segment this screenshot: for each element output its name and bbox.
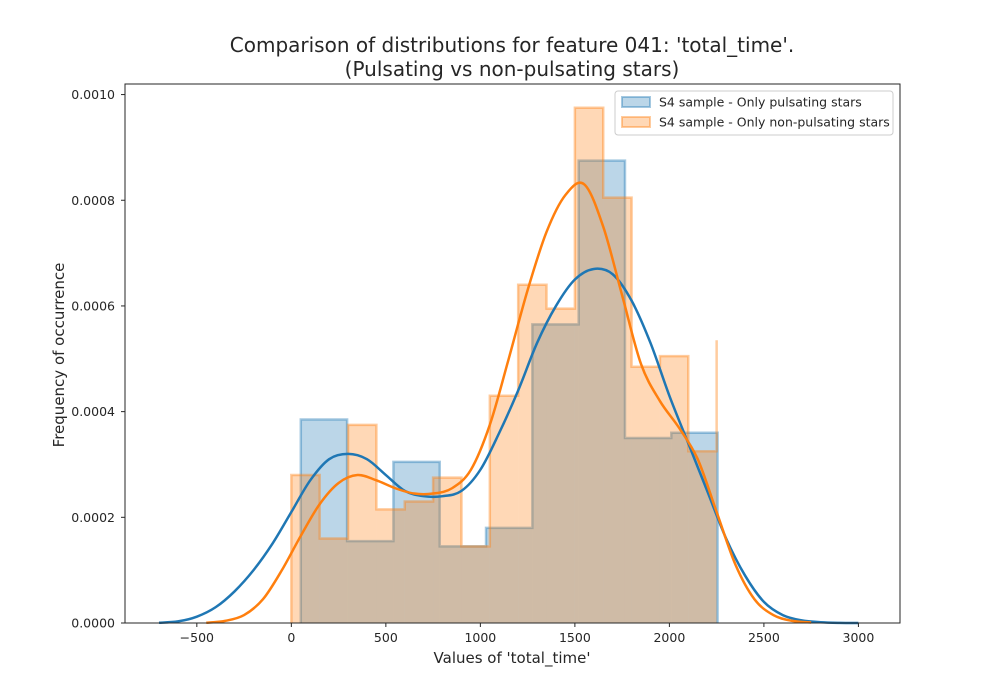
x-axis-label: Values of 'total_time' xyxy=(434,649,591,668)
y-tick-label: 0.0008 xyxy=(71,193,115,208)
hist-outline xyxy=(299,159,719,623)
legend-label: S4 sample - Only non-pulsating stars xyxy=(659,115,890,130)
kde-curve-series-1 xyxy=(158,267,859,625)
y-tick-label: 0.0010 xyxy=(71,87,115,102)
x-tick-label: 2500 xyxy=(748,630,780,645)
hist-bar xyxy=(518,284,547,623)
hist-bar xyxy=(486,527,533,623)
histogram-series-2 xyxy=(290,106,718,624)
x-tick-label: −500 xyxy=(180,630,214,645)
hist-bar xyxy=(546,308,575,623)
histograms-layer xyxy=(290,106,719,624)
hist-outline xyxy=(290,106,718,623)
y-tick-label: 0.0000 xyxy=(71,616,115,631)
x-tick-label: 500 xyxy=(374,630,398,645)
chart-title-line1: Comparison of distributions for feature … xyxy=(230,33,794,57)
y-tick-label: 0.0004 xyxy=(71,404,115,419)
x-tick-label: 3000 xyxy=(843,630,875,645)
hist-bar xyxy=(347,541,394,623)
y-axis-label: Frequency of occurrence xyxy=(50,263,68,448)
hist-bar xyxy=(291,475,320,623)
y-axis-ticks: 0.0000 0.0002 0.0004 0.0006 0.0008 0.0010 xyxy=(71,87,125,631)
kde-curve-series-2 xyxy=(206,181,812,624)
hist-bar xyxy=(404,501,434,623)
x-tick-label: 0 xyxy=(287,630,295,645)
hist-bar xyxy=(319,538,349,623)
hist-bar xyxy=(578,160,625,623)
legend-label: S4 sample - Only pulsating stars xyxy=(659,95,862,110)
hist-bar xyxy=(631,366,660,623)
y-tick-label: 0.0006 xyxy=(71,298,115,313)
hist-bar xyxy=(461,546,490,623)
hist-bar xyxy=(659,356,689,623)
histogram-series-1 xyxy=(299,159,719,623)
hist-bar xyxy=(439,546,487,623)
y-tick-label: 0.0002 xyxy=(71,510,115,525)
hist-bar xyxy=(376,509,405,623)
hist-bar xyxy=(532,324,579,623)
x-tick-label: 1500 xyxy=(559,630,591,645)
hist-bar xyxy=(433,477,462,623)
plot-frame xyxy=(124,83,901,624)
hist-bar xyxy=(574,107,604,623)
hist-bar xyxy=(624,438,672,623)
legend-swatch xyxy=(621,116,651,128)
chart-title-line2: (Pulsating vs non-pulsating stars) xyxy=(345,57,680,81)
hist-bar xyxy=(671,432,718,623)
hist-bar xyxy=(603,197,632,624)
legend: S4 sample - Only pulsating stars S4 sampl… xyxy=(614,90,894,136)
legend-swatch xyxy=(621,96,651,108)
legend-box xyxy=(614,90,894,136)
hist-bar xyxy=(489,395,519,623)
kde-layer xyxy=(158,181,859,625)
x-axis-ticks: −500 0 500 1000 1500 2000 2500 3000 xyxy=(180,623,875,645)
x-tick-label: 2000 xyxy=(653,630,685,645)
x-tick-label: 1000 xyxy=(464,630,496,645)
